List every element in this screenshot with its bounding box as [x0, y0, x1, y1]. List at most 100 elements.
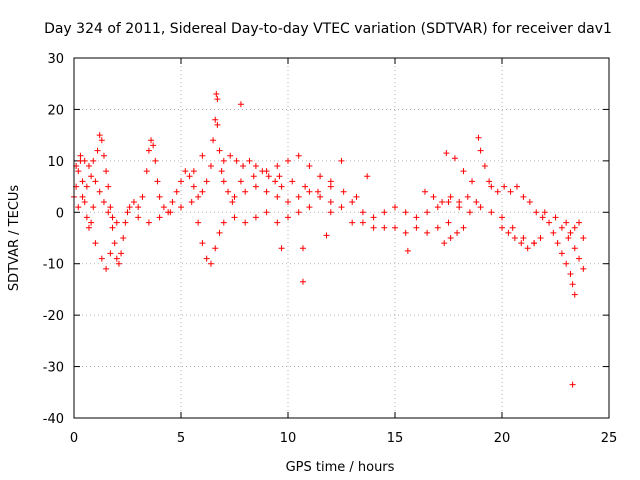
data-point — [278, 245, 285, 252]
data-point — [421, 188, 428, 195]
data-point — [488, 209, 495, 216]
data-point — [295, 193, 302, 200]
data-point — [90, 157, 97, 164]
data-point — [218, 168, 225, 175]
data-point — [103, 168, 110, 175]
data-point — [278, 183, 285, 190]
data-point — [199, 188, 206, 195]
data-point — [558, 250, 565, 257]
data-point — [295, 152, 302, 159]
data-point — [413, 224, 420, 231]
data-point — [349, 219, 356, 226]
data-point — [139, 193, 146, 200]
data-point — [263, 188, 270, 195]
x-tick-label: 20 — [494, 431, 511, 446]
data-point — [546, 219, 553, 226]
data-point — [240, 163, 247, 169]
data-point — [220, 219, 227, 226]
data-point — [178, 178, 184, 185]
data-point — [203, 255, 210, 262]
data-point — [210, 137, 217, 144]
data-point — [250, 173, 257, 180]
data-point — [327, 209, 334, 216]
data-point — [567, 271, 574, 277]
data-point — [306, 188, 313, 195]
data-point — [188, 199, 195, 205]
data-point — [285, 214, 291, 221]
data-point — [295, 209, 302, 216]
data-point — [156, 214, 163, 221]
data-point — [460, 168, 467, 175]
data-point — [100, 152, 107, 159]
data-point — [488, 183, 495, 190]
data-point — [499, 224, 505, 231]
data-point — [231, 193, 238, 200]
data-point — [477, 204, 484, 211]
data-point — [552, 214, 559, 221]
data-point — [571, 224, 578, 231]
data-point — [381, 224, 388, 231]
y-tick-label: -40 — [43, 412, 64, 427]
data-point — [90, 204, 97, 211]
data-point — [524, 245, 531, 252]
data-point — [237, 101, 244, 108]
data-point — [265, 173, 272, 180]
data-point — [94, 147, 101, 154]
data-point — [156, 193, 163, 200]
data-point — [541, 209, 548, 216]
data-point — [105, 183, 112, 190]
data-point — [558, 224, 565, 231]
x-tick-label: 25 — [601, 431, 618, 446]
data-point — [173, 188, 180, 195]
data-point — [220, 157, 227, 164]
data-point — [220, 178, 227, 185]
data-point — [338, 157, 345, 164]
data-point — [501, 183, 508, 190]
data-point — [148, 137, 155, 144]
data-point — [447, 235, 454, 241]
data-point — [229, 199, 236, 205]
data-point — [160, 204, 167, 211]
data-point — [370, 224, 377, 231]
data-point — [252, 163, 259, 169]
data-point — [580, 265, 587, 272]
data-point — [212, 116, 219, 123]
data-point — [454, 229, 461, 236]
data-point — [285, 199, 291, 205]
data-point — [327, 183, 334, 190]
data-point — [274, 219, 281, 226]
data-point — [404, 247, 411, 254]
data-point — [227, 152, 234, 159]
data-point — [178, 204, 184, 211]
data-point — [576, 255, 583, 262]
x-axis-label: GPS time / hours — [286, 460, 395, 475]
data-point — [207, 260, 214, 267]
data-point — [302, 183, 309, 190]
data-point — [252, 214, 259, 221]
data-point — [466, 209, 473, 216]
y-tick-label: -30 — [43, 361, 64, 376]
data-point — [563, 219, 570, 226]
y-tick-label: -20 — [43, 309, 64, 324]
data-point — [154, 178, 161, 185]
data-point — [456, 199, 463, 205]
data-point — [274, 193, 281, 200]
data-point — [96, 188, 103, 195]
data-point — [145, 219, 152, 226]
data-point — [272, 178, 279, 185]
data-point — [105, 209, 112, 216]
data-point — [83, 214, 90, 221]
y-axis-label: SDTVAR / TECUs — [7, 185, 22, 292]
data-point — [225, 188, 232, 195]
data-point — [190, 168, 197, 175]
data-point — [242, 188, 249, 195]
data-points — [71, 91, 587, 388]
data-point — [413, 214, 420, 221]
data-point — [353, 193, 360, 200]
data-point — [195, 193, 202, 200]
data-point — [475, 134, 482, 141]
data-point — [118, 250, 125, 257]
data-point — [242, 219, 249, 226]
data-point — [216, 229, 223, 236]
data-point — [214, 96, 221, 103]
